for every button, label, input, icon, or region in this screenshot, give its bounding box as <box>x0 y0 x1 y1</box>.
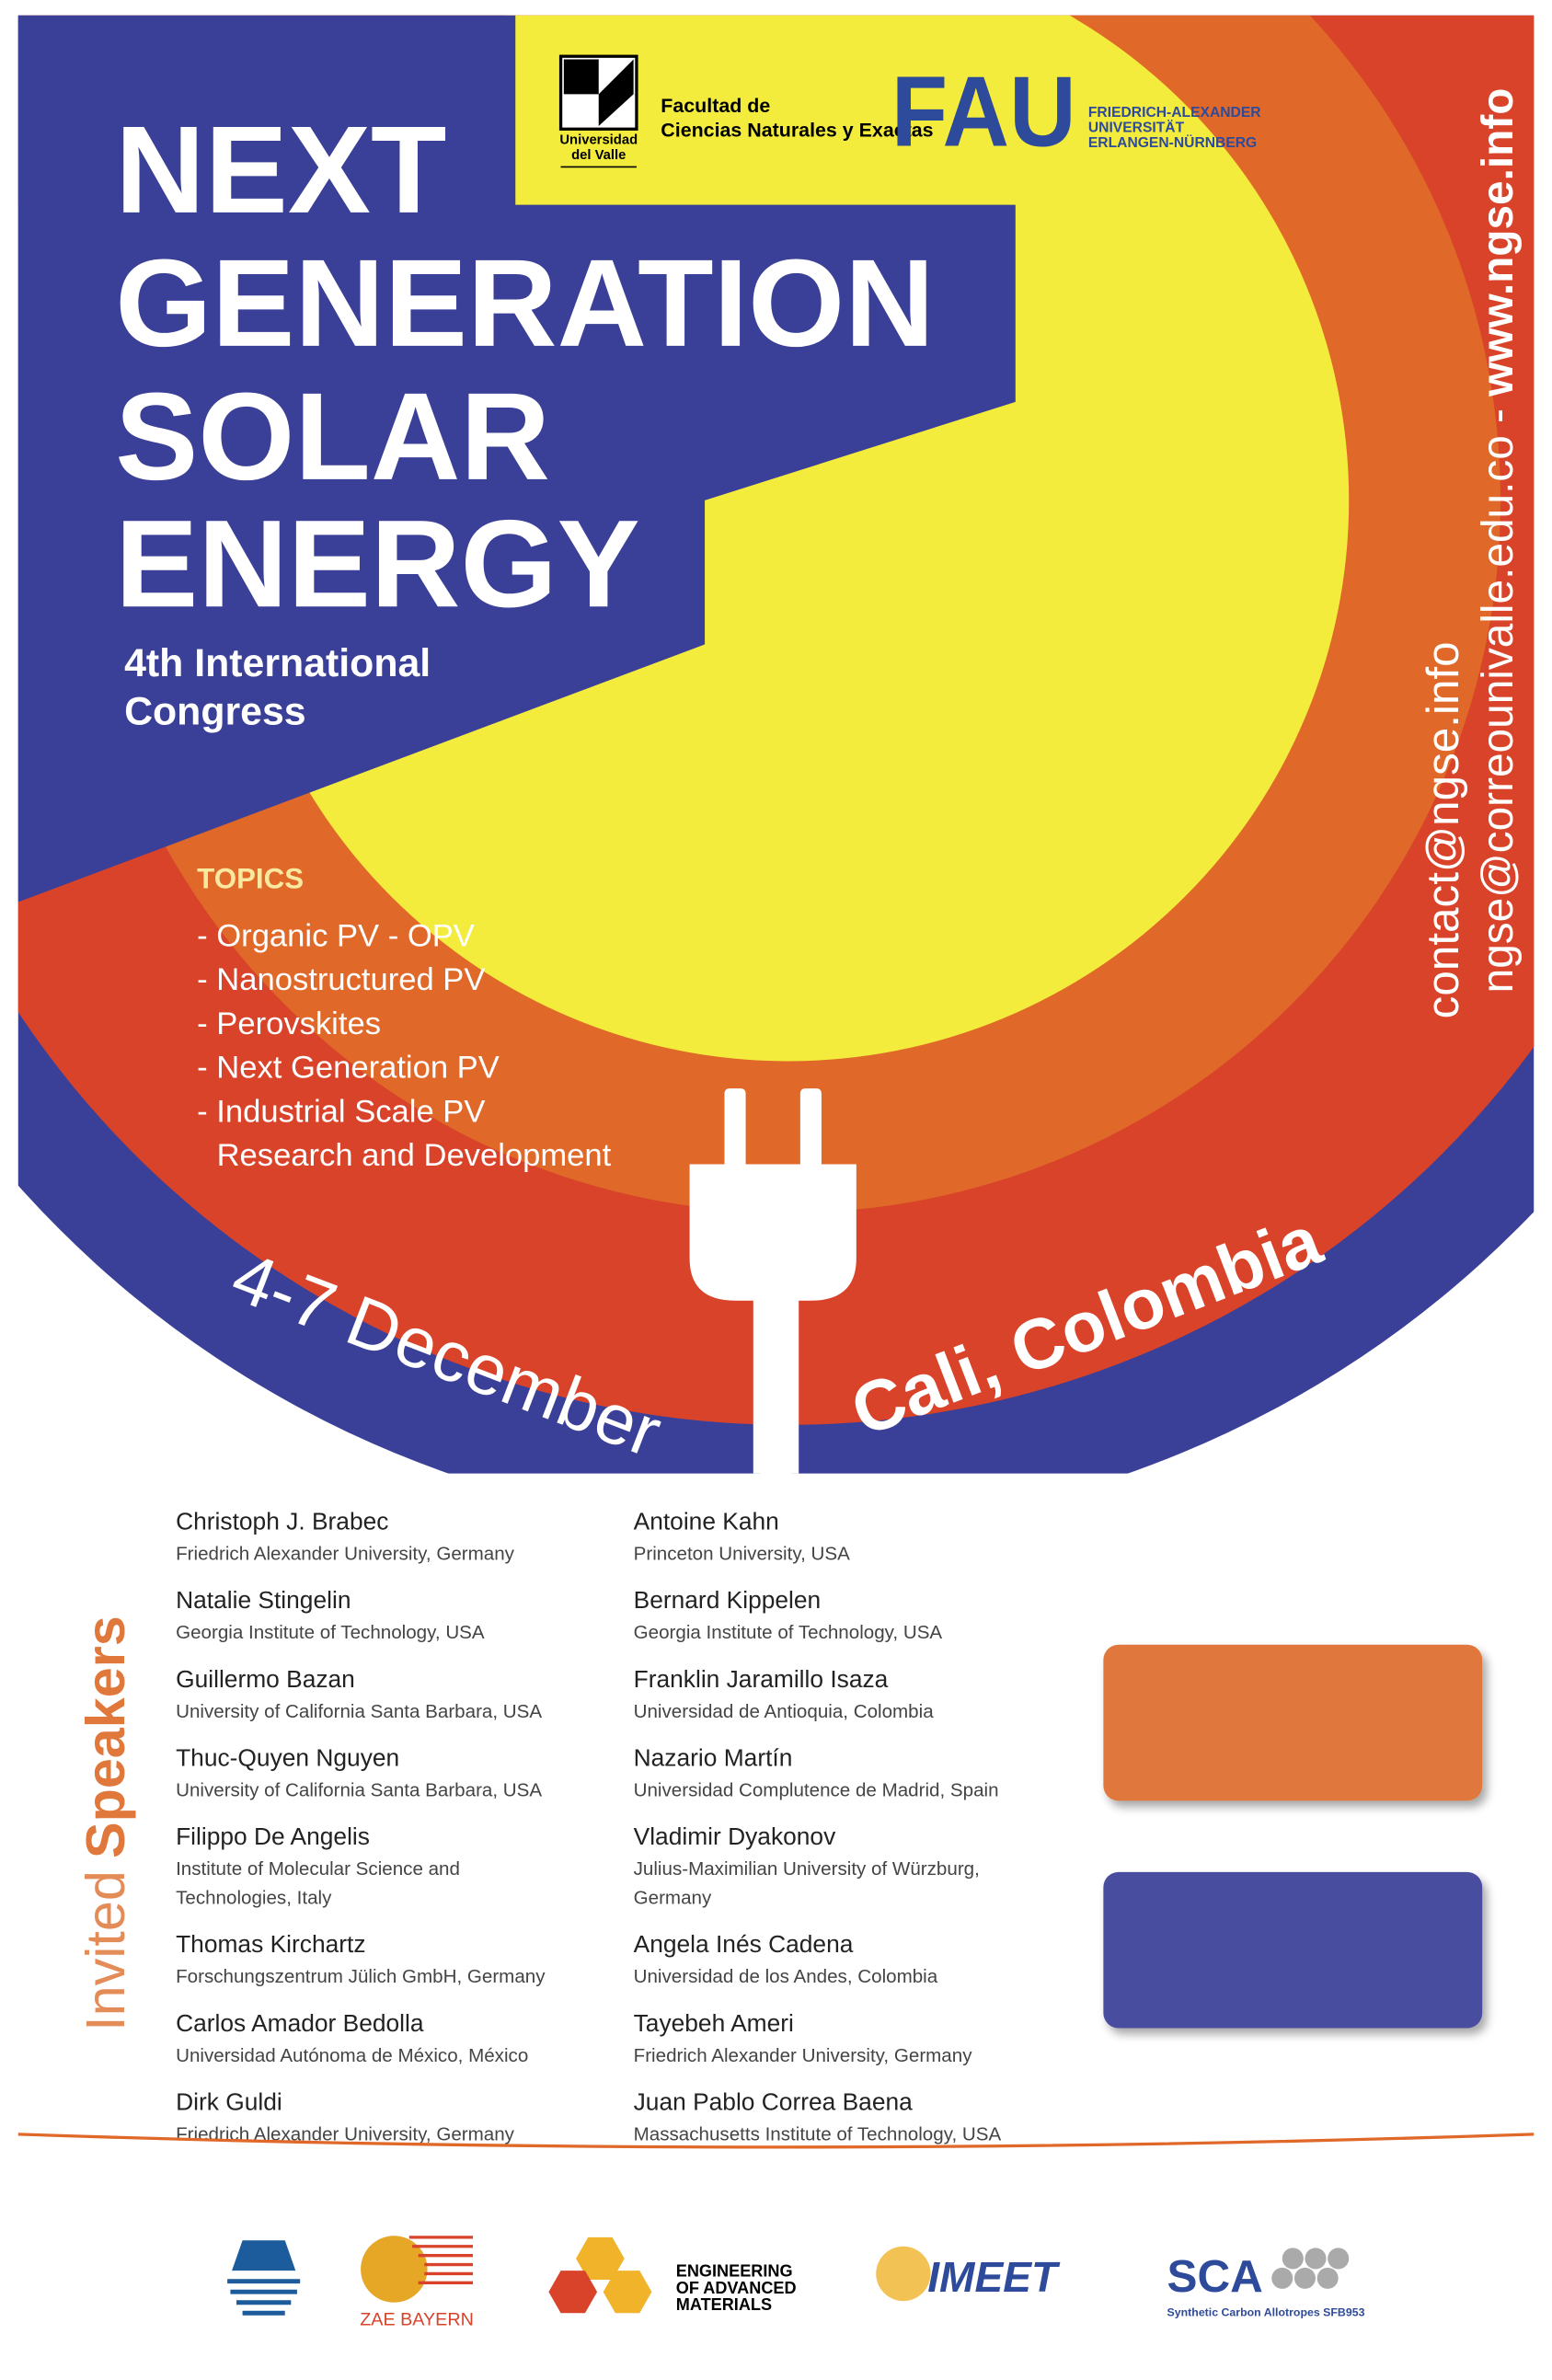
speaker-affiliation: Princeton University, USA <box>634 1543 850 1564</box>
speaker-name: Guillermo Bazan <box>176 1665 355 1693</box>
speaker-affiliation: Universidad Complutence de Madrid, Spain <box>634 1779 999 1800</box>
speaker-affiliation: Technologies, Italy <box>176 1887 332 1908</box>
blue-panel-top <box>17 15 516 205</box>
speakers-heading: Invited Speakers <box>75 1615 136 2031</box>
heading-word: Speakers <box>75 1615 136 1858</box>
speaker-affiliation: Georgia Institute of Technology, USA <box>634 1622 943 1643</box>
email: contact@ngse.info <box>1418 641 1468 1018</box>
topic-item: - Organic PV - OPV <box>197 918 475 953</box>
speaker-name: Natalie Stingelin <box>176 1586 351 1614</box>
plug <box>689 1088 856 1478</box>
sponsor: SCA <box>1167 2251 1263 2302</box>
speaker-name: Tayebeh Ameri <box>634 2009 794 2037</box>
speaker-name: Filippo De Angelis <box>176 1822 370 1850</box>
faculty-name: Ciencias Naturales y Exactas <box>661 120 933 142</box>
speaker-name: Antoine Kahn <box>634 1508 779 1535</box>
speaker-affiliation: Friedrich Alexander University, Germany <box>176 2123 515 2144</box>
speaker-name: Nazario Martín <box>634 1744 793 1772</box>
univalle-name: del Valle <box>571 148 626 163</box>
speaker-name: Thuc-Quyen Nguyen <box>176 1744 399 1772</box>
title-line: ENERGY <box>115 494 639 633</box>
speaker-name: Thomas Kirchartz <box>176 1930 365 1958</box>
speaker-affiliation: Forschungszentrum Jülich GmbH, Germany <box>176 1966 546 1987</box>
speaker-name: Dirk Guldi <box>176 2088 282 2116</box>
fau-name: ERLANGEN-NÜRNBERG <box>1088 133 1257 151</box>
speaker-affiliation: Massachusetts Institute of Technology, U… <box>634 2123 1002 2144</box>
speaker-affiliation: Universidad Autónoma de México, México <box>176 2045 528 2066</box>
speaker-name: Christoph J. Brabec <box>176 1508 388 1535</box>
subtitle-line: 4th International <box>124 641 431 685</box>
deadline-box <box>1103 1644 1483 1801</box>
speaker-name: Angela Inés Cadena <box>634 1930 854 1958</box>
topics-heading: TOPICS <box>197 863 304 895</box>
fau-name: UNIVERSITÄT <box>1088 120 1185 136</box>
heading-word: Invited <box>75 1870 136 2031</box>
fau-abbr: FAU <box>891 56 1076 167</box>
speaker-affiliation: Friedrich Alexander University, Germany <box>176 1543 515 1564</box>
sponsor-shapes <box>227 2236 1350 2316</box>
sponsor: OF ADVANCED <box>676 2279 797 2297</box>
faculty-name: Facultad de <box>661 95 770 117</box>
sponsor: ZAE BAYERN <box>360 2309 474 2329</box>
sponsor: Synthetic Carbon Allotropes SFB953 <box>1167 2306 1365 2319</box>
subtitle-line: Congress <box>124 690 306 734</box>
speaker-affiliation: Georgia Institute of Technology, USA <box>176 1622 485 1643</box>
separator <box>17 2133 1535 2149</box>
topic-item: - Next Generation PV <box>197 1051 500 1086</box>
fau-name: FRIEDRICH-ALEXANDER <box>1088 105 1261 121</box>
speaker-affiliation: Universidad de los Andes, Colombia <box>634 1966 938 1987</box>
speaker-affiliation: Julius-Maximilian University of Würzburg… <box>634 1858 980 1880</box>
speaker-affiliation: University of California Santa Barbara, … <box>176 1779 542 1800</box>
topic-item: Research and Development <box>217 1138 612 1173</box>
speaker-affiliation: Institute of Molecular Science and <box>176 1858 460 1880</box>
speaker-affiliation: Germany <box>634 1887 712 1908</box>
speaker-affiliation: Universidad de Antioquia, Colombia <box>634 1701 935 1722</box>
website: www.ngse.info <box>1474 88 1523 397</box>
univalle-logo <box>558 54 638 168</box>
background-art <box>17 15 1535 1474</box>
speaker-name: Vladimir Dyakonov <box>634 1822 836 1850</box>
topic-item: - Perovskites <box>197 1006 381 1041</box>
sponsor: IMEET <box>927 2253 1061 2301</box>
title-line: GENERATION <box>115 234 935 373</box>
title-line: SOLAR <box>115 367 550 506</box>
speaker-affiliation: Friedrich Alexander University, Germany <box>634 2045 973 2066</box>
speaker-name: Juan Pablo Correa Baena <box>634 2088 914 2116</box>
topic-item: - Industrial Scale PV <box>197 1094 485 1129</box>
contact-line: ngse@correounivalle.edu.co - www.ngse.inf… <box>1474 88 1523 994</box>
univalle-name: Universidad <box>559 133 638 148</box>
title-line: NEXT <box>115 100 446 239</box>
email: ngse@correounivalle.edu.co - <box>1474 408 1523 993</box>
sponsor: ENGINEERING <box>676 2262 793 2281</box>
sponsor: MATERIALS <box>676 2295 772 2314</box>
topic-item: - Nanostructured PV <box>197 962 485 997</box>
blue-panel <box>17 15 1016 903</box>
speaker-affiliation: University of California Santa Barbara, … <box>176 1701 542 1722</box>
speaker-name: Carlos Amador Bedolla <box>176 2009 424 2037</box>
speaker-name: Bernard Kippelen <box>634 1586 822 1614</box>
notification-box <box>1103 1871 1483 2029</box>
speaker-name: Franklin Jaramillo Isaza <box>634 1665 889 1693</box>
